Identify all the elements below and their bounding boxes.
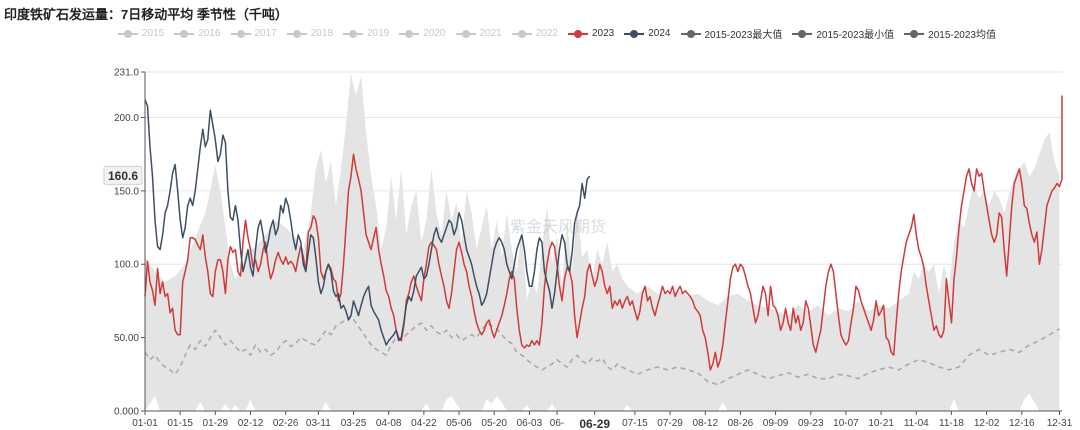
legend-label: 2024	[648, 28, 671, 39]
legend-item[interactable]: 2015	[118, 26, 164, 41]
legend-swatch-icon	[904, 29, 925, 38]
x-tick-label: 05-06	[446, 418, 472, 429]
x-tick-label: 02-12	[238, 418, 264, 429]
y-tick-label: 50.00	[114, 333, 139, 344]
chart-title: 印度铁矿石发运量：7日移动平均 季节性（千吨）	[4, 7, 288, 22]
x-tick-label: 09-23	[798, 418, 824, 429]
x-tick-label: 02-26	[273, 418, 299, 429]
x-tick-label: 08-26	[728, 418, 754, 429]
x-tick-label: 08-12	[692, 418, 718, 429]
legend-swatch-icon	[343, 29, 363, 38]
series-2023	[144, 95, 1063, 371]
y-tick-label: 231.0	[114, 68, 139, 79]
watermark-text: 紫金天风期货	[510, 218, 606, 236]
x-tick-label: 11-18	[939, 418, 964, 429]
series-2015-2023最小值	[145, 393, 1060, 411]
legend-swatch-icon	[680, 29, 701, 38]
x-tick-label: 07-29	[657, 418, 683, 429]
axis-pointer-label: 160.6	[108, 169, 138, 183]
y-tick-label: 0.000	[114, 407, 139, 418]
x-tick-label: 10-07	[833, 418, 859, 429]
x-tick-label: 06-	[550, 418, 564, 429]
series-2015-2023最大值	[145, 73, 1060, 411]
legend-item[interactable]: 2023	[568, 26, 614, 41]
legend-swatch-icon	[624, 29, 645, 38]
axis-pointer-label-box	[103, 165, 143, 185]
legend-swatch-icon	[568, 29, 588, 38]
x-tick-label: 01-15	[167, 418, 193, 429]
x-tick-label: 07-15	[622, 418, 648, 429]
x-tick-label: 01-01	[132, 418, 158, 429]
series-2024	[144, 99, 591, 346]
x-tick-label: 12-31	[1047, 418, 1073, 429]
legend-label: 2015-2023均值	[928, 30, 996, 41]
legend-swatch-icon	[230, 29, 251, 38]
legend-item[interactable]: 2022	[511, 26, 558, 41]
legend-item[interactable]: 2020	[399, 26, 446, 41]
x-tick-label: 09-09	[763, 418, 789, 429]
legend-swatch-icon	[174, 29, 195, 38]
x-tick-label: 10-21	[868, 418, 894, 429]
legend-label: 2015-2023最大值	[704, 30, 783, 41]
x-tick-label: 05-20	[481, 418, 507, 429]
legend-item[interactable]: 2021	[455, 26, 502, 41]
legend-item[interactable]: 2018	[286, 26, 333, 41]
legend-label: 2021	[479, 28, 502, 39]
legend-swatch-icon	[286, 29, 307, 38]
legend-label: 2023	[592, 28, 615, 39]
legend-item[interactable]: 2024	[624, 26, 671, 41]
x-tick-label: 03-11	[306, 418, 331, 429]
legend-label: 2020	[423, 28, 446, 39]
legend-swatch-icon	[455, 29, 476, 38]
legend-swatch-icon	[118, 29, 138, 38]
legend-item[interactable]: 2015-2023最大值	[680, 26, 783, 41]
x-tick-label: 04-08	[376, 418, 402, 429]
x-tick-label: 04-22	[411, 418, 437, 429]
legend-item[interactable]: 2015-2023均值	[904, 26, 996, 41]
legend-label: 2016	[198, 28, 221, 39]
legend-label: 2019	[367, 28, 390, 39]
legend-label: 2018	[310, 28, 333, 39]
x-tick-label: 11-04	[904, 418, 929, 429]
y-tick-label: 150.0	[114, 186, 139, 197]
chart-legend: 2015 2016 2017 2018 2019 2020 2021 2022 2023 2024…	[118, 26, 996, 41]
x-tick-label: 06-03	[517, 418, 543, 429]
legend-item[interactable]: 2015-2023最小值	[792, 26, 894, 41]
x-tick-label: 12-16	[1009, 418, 1035, 429]
legend-swatch-icon	[511, 29, 532, 38]
legend-swatch-icon	[792, 29, 813, 38]
x-tick-label: 06-29	[579, 417, 610, 430]
legend-item[interactable]: 2016	[174, 26, 221, 41]
legend-label: 2015	[142, 28, 165, 39]
legend-label: 2022	[535, 28, 558, 39]
legend-item[interactable]: 2019	[343, 26, 389, 41]
x-tick-label: 03-25	[341, 418, 367, 429]
x-tick-label: 01-29	[203, 418, 229, 429]
legend-item[interactable]: 2017	[230, 26, 277, 41]
legend-label: 2017	[254, 28, 277, 39]
x-tick-label: 12-02	[974, 418, 1000, 429]
y-tick-label: 100.0	[114, 260, 139, 271]
legend-swatch-icon	[399, 29, 420, 38]
y-tick-label: 200.0	[114, 113, 139, 124]
legend-label: 2015-2023最小值	[816, 30, 895, 41]
